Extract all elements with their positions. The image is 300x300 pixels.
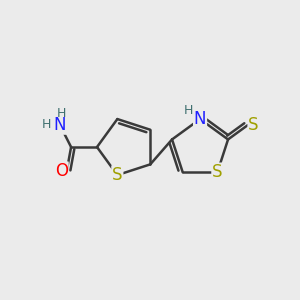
Text: N: N — [194, 110, 206, 128]
Text: S: S — [112, 166, 123, 184]
Text: H: H — [57, 107, 66, 120]
Text: S: S — [212, 163, 223, 181]
Text: N: N — [54, 116, 66, 134]
Text: O: O — [55, 162, 68, 180]
Text: H: H — [42, 118, 51, 131]
Text: H: H — [184, 104, 194, 117]
Text: S: S — [248, 116, 259, 134]
